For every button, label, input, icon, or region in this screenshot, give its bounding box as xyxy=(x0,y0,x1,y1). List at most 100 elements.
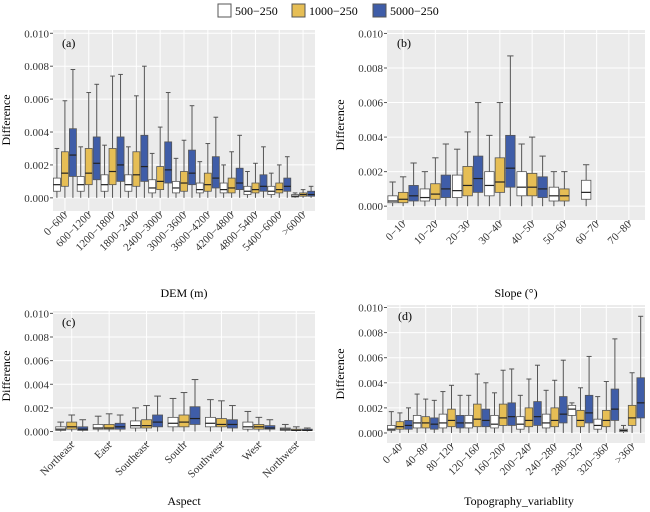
panel-d-box-4-s1 xyxy=(498,403,508,426)
panel-a-box-6-s0 xyxy=(195,182,204,194)
panel-c-box-3-s2 xyxy=(189,406,201,425)
panel-b-box-0-s0 xyxy=(387,195,398,204)
panel-a-x-title: DEM (m) xyxy=(161,286,208,300)
panel-a-y-tick-label-4: 0.008 xyxy=(24,61,49,73)
panel-d-box-1-s2 xyxy=(430,417,439,430)
panel-c-box-4-s1 xyxy=(216,418,227,428)
panel-b-box-5-s0 xyxy=(548,186,560,202)
panel-a-box-8-s1 xyxy=(251,182,260,194)
panel-b-y-tick-label-0: 0.000 xyxy=(358,201,383,213)
panel-b-y-tick-label-4: 0.008 xyxy=(358,63,383,75)
panel-c-x-tick-label-3: South xyxy=(162,439,189,466)
panel-a-box-9-s1 xyxy=(275,182,284,194)
panel-a-box-1-s0 xyxy=(76,176,85,192)
panel-a-box-6-s2 xyxy=(211,156,220,189)
legend-swatch-1000-250 xyxy=(291,3,306,18)
panel-c-y-tick-label-5: 0.010 xyxy=(24,308,49,320)
panel-c-x-tick-label-5: West xyxy=(240,440,264,464)
panel-a-box-4-s0 xyxy=(148,179,157,194)
panel-b-box-3-s0 xyxy=(484,171,495,197)
panel-b-box-0-s2 xyxy=(408,185,419,202)
panel-b-x-ticks: 0−10 10−20 20−30 30−40 40−50 50−60 60−70 70−80 xyxy=(384,218,635,247)
panel-a-box-10-s2 xyxy=(307,190,315,197)
panel-a-box-1-s2 xyxy=(92,136,101,181)
panel-d-box-5-s2 xyxy=(533,401,542,426)
panel-d-box-1-s1 xyxy=(421,416,430,429)
panel-c-box-2-s1 xyxy=(141,419,152,429)
panel-d-x-tick-label-9: >360 xyxy=(613,441,638,466)
panel-d-box-6-s0 xyxy=(541,413,551,429)
panel-b-x-tick-label-1: 10−20 xyxy=(412,218,441,247)
panel-b-y-tick-label-5: 0.010 xyxy=(358,28,383,40)
panel-c-x-tick-label-2: Southeast xyxy=(113,440,152,479)
panel-a-box-1-s1 xyxy=(84,148,93,186)
panel-c-box-2-s2 xyxy=(152,414,163,428)
panel-c-y-tick-label-1: 0.002 xyxy=(24,403,49,415)
panel-d-box-2-s0 xyxy=(438,413,448,429)
panel-a-box-0-s2 xyxy=(69,128,77,177)
panel-c-y-tick-label-3: 0.006 xyxy=(24,356,49,368)
panel-c-x-title: Aspect xyxy=(167,494,201,508)
panel-d-box-8-s2 xyxy=(610,388,620,421)
panel-b-y-title: Difference xyxy=(333,99,347,150)
panel-b-box-3-s1 xyxy=(494,157,506,193)
panel-d-y-tick-label-2: 0.004 xyxy=(358,378,383,390)
panel-d-x-title: Topography_variablity xyxy=(464,494,574,508)
panel-c-tag: (c) xyxy=(62,315,75,329)
panel-c-x-tick-label-1: East xyxy=(92,440,114,462)
panel-b-x-tick-label-6: 60−70 xyxy=(573,218,602,247)
panel-a-tag: (a) xyxy=(62,36,75,50)
panel-d-box-4-s2 xyxy=(507,402,516,426)
panel-d-box-2-s2 xyxy=(455,414,465,429)
panel-c-y-tick-label-0: 0.000 xyxy=(24,427,49,439)
panel-a-box-5-s2 xyxy=(188,149,196,186)
panel-a-box-3-s1 xyxy=(132,151,141,187)
panel-a-box-4-s1 xyxy=(156,166,165,191)
panel-a-x-ticks: 0−600600−12001200−18001800−24002400−3000… xyxy=(42,209,309,253)
panel-d-box-6-s2 xyxy=(559,396,568,424)
panel-a-box-5-s0 xyxy=(172,180,180,194)
panel-b-box-3-s2 xyxy=(505,134,516,188)
panel-a-box-2-s2 xyxy=(116,136,125,182)
panel-b: 0.000 0.002 0.004 0.006 0.008 0.010 0−10 10−20… xyxy=(333,28,645,300)
panel-d-box-1-s0 xyxy=(412,414,422,429)
panel-b-tag: (b) xyxy=(397,36,411,50)
panel-c-y-title: Difference xyxy=(0,350,13,401)
panel-a-box-2-s0 xyxy=(100,174,109,192)
panel-b-box-2-s2 xyxy=(472,155,484,193)
panel-a-boxes xyxy=(53,65,315,198)
panel-a-y-title: Difference xyxy=(0,94,13,145)
legend-label-500-250: 500−250 xyxy=(235,4,278,18)
panel-a-box-5-s1 xyxy=(180,171,188,192)
panel-d-box-7-s1 xyxy=(576,409,585,428)
panel-d-y-tick-label-0: 0.000 xyxy=(358,428,383,440)
panel-a-box-9-s2 xyxy=(283,177,292,192)
panel-d-box-3-s2 xyxy=(481,408,491,428)
panel-b-box-1-s1 xyxy=(430,183,441,200)
panel-b-x-tick-label-2: 20−30 xyxy=(444,218,473,247)
panel-a-y-tick-label-0: 0.000 xyxy=(24,193,49,205)
panel-b-box-4-s0 xyxy=(516,171,527,197)
panel-b-box-0-s1 xyxy=(397,191,409,204)
legend: 500−250 1000−250 5000−250 xyxy=(217,3,439,18)
panel-c-x-tick-label-6: Northwest xyxy=(261,440,302,481)
panel-b-x-tick-label-0: 0−10 xyxy=(384,218,409,243)
panel-a-box-3-s2 xyxy=(140,134,149,182)
panel-d-y-ticks: 0.000 0.002 0.004 0.006 0.008 0.010 xyxy=(358,303,387,440)
panel-d-box-5-s1 xyxy=(524,407,534,428)
panel-c-box-2-s0 xyxy=(130,420,141,429)
panel-c-x-tick-label-0: Northeast xyxy=(38,440,77,479)
panel-a-y-tick-label-5: 0.010 xyxy=(24,28,49,40)
panel-d-x-ticks: 0−4040−8080−120120−160160−200200−240240−… xyxy=(380,441,637,478)
panel-d-box-5-s0 xyxy=(516,416,525,430)
panel-d-y-tick-label-3: 0.006 xyxy=(358,353,383,365)
panel-b-box-2-s0 xyxy=(451,174,463,198)
panel-d-box-0-s1 xyxy=(395,421,405,430)
panel-d-box-0-s2 xyxy=(404,420,413,430)
panel-a-box-7-s1 xyxy=(227,177,236,194)
legend-swatch-5000-250 xyxy=(372,3,387,18)
panel-b-box-6-s0 xyxy=(580,179,592,200)
panel-a-x-tick-label-10: >6000 xyxy=(280,209,309,238)
panel-b-x-tick-label-4: 40−50 xyxy=(509,218,538,247)
